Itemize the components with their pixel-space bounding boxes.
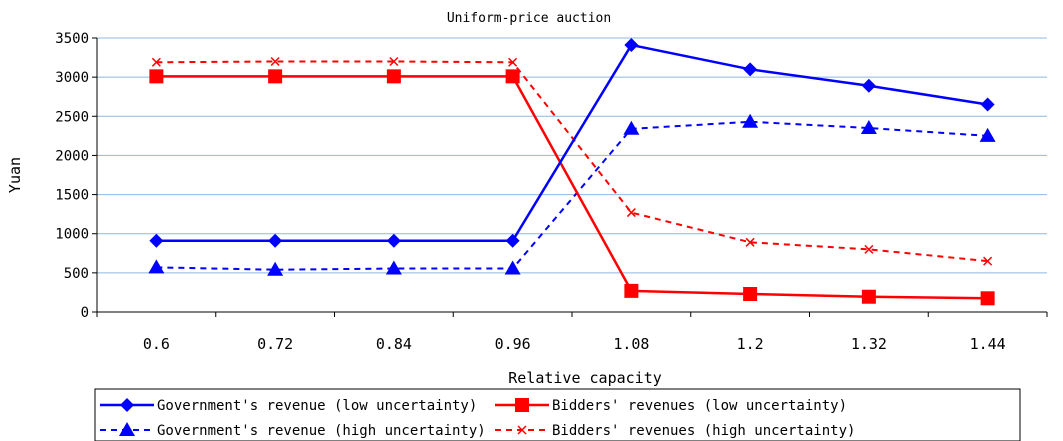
- data-point: [864, 244, 874, 254]
- axes: [96, 38, 1047, 313]
- data-point: [267, 261, 284, 276]
- chart-title: Uniform-price auction: [447, 11, 611, 26]
- marker-stroke: [508, 57, 518, 67]
- x-tick-label: 1.2: [737, 335, 764, 353]
- y-tick-label: 3000: [55, 70, 89, 86]
- data-point: [742, 113, 759, 128]
- y-tick-label: 1500: [55, 188, 89, 204]
- series-line: [156, 75, 988, 300]
- legend-label: Bidders' revenues (low uncertainty): [552, 398, 847, 414]
- data-point: [626, 208, 636, 218]
- marker-stroke: [270, 56, 280, 67]
- series-1: [149, 69, 995, 306]
- x-tick-label: 1.32: [851, 335, 887, 353]
- x-tick-label: 0.72: [257, 335, 293, 353]
- legend-label: Government's revenue (high uncertainty): [157, 423, 486, 439]
- data-point: [389, 56, 399, 67]
- data-point: [979, 127, 996, 142]
- data-point: [386, 69, 401, 84]
- x-axis-label: Relative capacity: [508, 369, 662, 387]
- data-point: [386, 233, 401, 248]
- series-layer: [148, 38, 996, 306]
- x-tick-label: 0.96: [495, 335, 531, 353]
- data-point: [623, 120, 640, 135]
- marker-stroke: [745, 237, 755, 247]
- data-point: [268, 233, 283, 248]
- data-point: [505, 69, 520, 84]
- marker-stroke: [626, 208, 636, 218]
- y-tick-label: 0: [81, 305, 89, 321]
- data-point: [743, 286, 758, 301]
- data-point: [385, 260, 402, 275]
- y-axis-label: Yuan: [6, 157, 24, 193]
- marker-stroke: [389, 56, 399, 67]
- data-point: [270, 56, 280, 67]
- marker-stroke: [983, 256, 993, 266]
- data-point: [980, 97, 995, 112]
- data-point: [624, 283, 639, 298]
- legend-marker: [517, 425, 527, 435]
- legend-entry: Government's revenue (low uncertainty): [100, 398, 477, 414]
- data-point: [743, 62, 758, 77]
- data-point: [980, 291, 995, 306]
- data-point: [745, 237, 755, 247]
- legend: Government's revenue (low uncertainty) Bi…: [94, 388, 1021, 441]
- y-tick-label: 2500: [55, 109, 89, 125]
- x-tick-label: 0.84: [376, 335, 412, 353]
- data-point: [148, 259, 165, 274]
- legend-marker: [120, 398, 134, 412]
- legend-entry: Bidders' revenues (high uncertainty): [495, 423, 855, 439]
- x-axis-ticks: 0.6 0.72 0.84 0.96 1.08 1.2 1.32 1.44: [96, 312, 1048, 353]
- marker-stroke: [864, 244, 874, 254]
- x-tick-label: 1.08: [613, 335, 649, 353]
- y-tick-label: 3500: [55, 31, 89, 47]
- data-point: [861, 289, 876, 304]
- gridlines: [97, 37, 1047, 274]
- data-point: [504, 260, 521, 275]
- marker-stroke: [151, 57, 161, 67]
- series-line: [156, 60, 988, 263]
- data-point: [268, 69, 283, 84]
- data-point: [860, 120, 877, 135]
- series-2: [148, 113, 996, 276]
- series-0: [149, 38, 995, 248]
- data-point: [983, 256, 993, 266]
- y-tick-label: 1000: [55, 227, 89, 243]
- legend-label: Bidders' revenues (high uncertainty): [552, 423, 855, 439]
- legend-entry: Bidders' revenues (low uncertainty): [495, 398, 847, 414]
- y-tick-label: 500: [64, 266, 89, 282]
- series-line: [156, 43, 988, 243]
- legend-marker: [515, 398, 529, 412]
- data-point: [149, 69, 164, 84]
- x-tick-label: 1.44: [970, 335, 1006, 353]
- data-point: [508, 57, 518, 67]
- x-tick-label: 0.6: [143, 335, 170, 353]
- series-3: [151, 56, 993, 266]
- y-tick-label: 2000: [55, 148, 89, 164]
- legend-entry: Government's revenue (high uncertainty): [100, 422, 486, 439]
- legend-box: [94, 388, 1021, 441]
- data-point: [151, 57, 161, 67]
- data-point: [149, 233, 164, 248]
- marker-stroke: [517, 425, 527, 435]
- data-point: [624, 38, 639, 53]
- legend-marker: [119, 422, 135, 436]
- data-point: [861, 78, 876, 93]
- legend-label: Government's revenue (low uncertainty): [157, 398, 477, 414]
- data-point: [505, 233, 520, 248]
- y-axis-ticks: 0 500 1000 1500 2000 2500 3000 3500: [55, 31, 97, 321]
